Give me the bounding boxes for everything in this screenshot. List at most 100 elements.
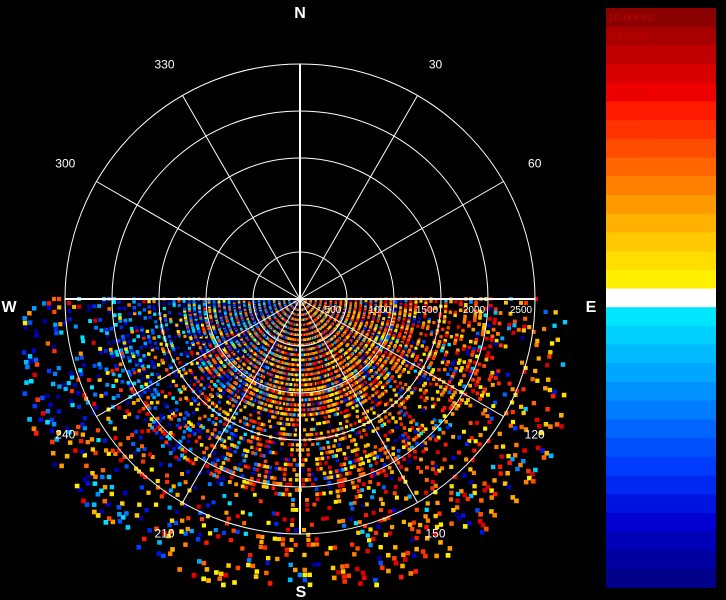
velocity-gate <box>414 490 419 495</box>
velocity-gate <box>418 522 423 528</box>
velocity-gate <box>213 462 218 467</box>
velocity-gate <box>384 339 388 343</box>
velocity-gate <box>320 411 324 415</box>
velocity-gate <box>422 374 426 378</box>
velocity-gate <box>168 431 173 435</box>
velocity-gate <box>391 416 395 420</box>
velocity-gate <box>117 373 122 378</box>
velocity-gate <box>334 370 337 374</box>
velocity-gate <box>323 379 327 383</box>
velocity-gate <box>257 422 262 426</box>
velocity-gate <box>291 423 295 427</box>
velocity-gate <box>154 422 158 427</box>
velocity-gate <box>303 458 308 462</box>
velocity-gate <box>348 396 352 400</box>
velocity-gate <box>415 441 419 446</box>
velocity-gate <box>242 362 245 366</box>
velocity-gate <box>287 362 290 366</box>
velocity-gate <box>229 431 234 436</box>
velocity-gate <box>397 357 401 361</box>
velocity-gate <box>478 309 483 314</box>
velocity-gate <box>436 397 441 402</box>
velocity-gate <box>287 387 291 391</box>
velocity-gate <box>469 493 474 499</box>
velocity-gate <box>187 420 191 425</box>
velocity-gate <box>474 337 479 342</box>
velocity-gate <box>423 553 428 559</box>
velocity-gate <box>385 401 389 405</box>
velocity-gate <box>304 383 308 387</box>
velocity-gate <box>344 563 350 569</box>
velocity-gate <box>464 367 469 372</box>
velocity-gate <box>222 494 227 498</box>
velocity-gate <box>315 392 319 395</box>
velocity-gate <box>404 303 408 307</box>
velocity-gate <box>421 449 426 454</box>
velocity-gate <box>259 443 263 447</box>
velocity-gate <box>315 457 319 461</box>
velocity-gate <box>309 377 313 381</box>
velocity-gate <box>326 430 330 434</box>
velocity-gate <box>398 574 404 580</box>
velocity-gate <box>214 331 217 335</box>
velocity-gate <box>189 350 193 354</box>
velocity-gate <box>476 348 481 353</box>
velocity-gate <box>326 378 330 382</box>
velocity-gate <box>206 578 211 583</box>
velocity-gate <box>227 480 232 484</box>
velocity-gate <box>349 423 353 427</box>
velocity-gate <box>494 444 499 450</box>
velocity-gate <box>400 351 404 355</box>
velocity-gate <box>440 360 445 365</box>
velocity-gate <box>93 392 98 397</box>
velocity-gate <box>424 507 429 512</box>
velocity-gate <box>358 462 362 467</box>
velocity-gate <box>278 482 283 486</box>
velocity-gate <box>368 463 373 468</box>
velocity-gate <box>374 391 378 395</box>
velocity-gate <box>472 360 477 365</box>
velocity-gate <box>230 331 233 334</box>
velocity-gate <box>381 336 384 339</box>
velocity-gate <box>390 429 395 433</box>
velocity-gate <box>413 455 418 460</box>
velocity-gate <box>200 368 204 372</box>
velocity-gate <box>327 404 331 408</box>
velocity-gate <box>373 445 378 449</box>
velocity-gate <box>199 366 203 370</box>
velocity-gate <box>288 408 292 412</box>
velocity-gate <box>472 490 477 496</box>
velocity-gate <box>131 367 136 372</box>
velocity-gate <box>478 316 482 320</box>
velocity-gate <box>316 334 320 338</box>
velocity-gate <box>259 350 262 353</box>
velocity-gate <box>305 502 310 507</box>
velocity-gate <box>205 348 209 352</box>
velocity-gate <box>207 436 212 440</box>
velocity-gate <box>363 444 368 448</box>
velocity-gate <box>507 381 512 386</box>
velocity-gate <box>223 326 226 330</box>
velocity-gate <box>252 364 255 367</box>
velocity-gate <box>250 435 255 439</box>
velocity-gate <box>414 535 419 541</box>
velocity-gate <box>323 405 327 409</box>
velocity-gate <box>414 307 418 311</box>
velocity-gate <box>304 333 307 336</box>
velocity-gate <box>277 360 280 363</box>
velocity-gate <box>204 365 208 369</box>
velocity-gate <box>192 432 197 436</box>
velocity-gate <box>285 387 289 391</box>
velocity-gate <box>389 327 393 331</box>
velocity-gate <box>381 485 386 490</box>
velocity-gate <box>386 438 390 442</box>
velocity-gate <box>249 397 253 401</box>
velocity-gate <box>289 403 293 407</box>
velocity-gate <box>448 497 454 502</box>
velocity-gate <box>279 345 283 348</box>
velocity-gate <box>409 301 413 305</box>
velocity-gate <box>357 391 361 395</box>
velocity-gate <box>240 353 244 357</box>
velocity-gate <box>471 389 475 393</box>
velocity-gate <box>154 430 159 435</box>
